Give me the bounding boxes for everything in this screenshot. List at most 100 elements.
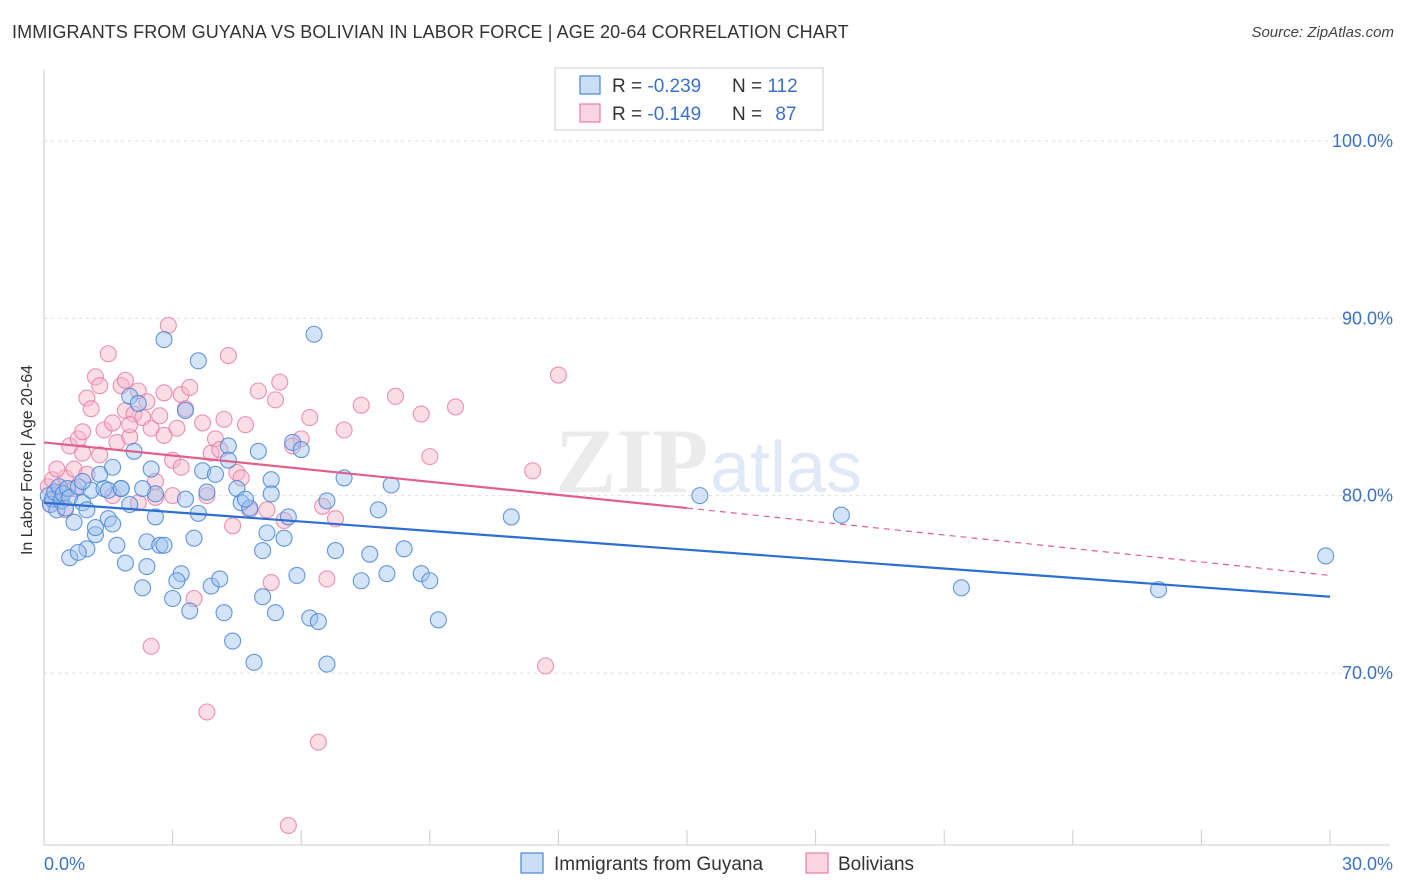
guyana-point-98 [146,508,165,526]
guyana-point-71 [421,572,439,590]
guyana-point-61 [305,325,323,343]
bolivians-point-48 [266,391,285,409]
guyana-point-70 [412,565,430,583]
bolivians-point-40 [219,346,237,365]
guyana-point-76 [952,579,970,597]
trend-line-bolivians [43,441,688,510]
guyana-point-45 [219,437,237,455]
bolivians-point-54 [309,733,327,751]
bolivians-point-63 [524,462,542,480]
x-ticks [43,830,1331,845]
bolivians-point-12 [86,368,104,386]
x-tick-label-start: 0.0% [44,854,85,874]
bolivians-point-45 [249,382,267,400]
legend-r-value-blue: -0.239 [647,76,701,97]
chart-title: IMMIGRANTS FROM GUYANA VS BOLIVIAN IN LA… [12,22,849,42]
guyana-point-77 [1149,581,1168,599]
guyana-point-67 [361,545,379,563]
svg-text:N = 112: N = 112 [732,76,798,97]
bolivians-point-27 [151,407,169,425]
legend-swatch-bolivians [805,852,829,874]
guyana-point-46 [224,632,242,650]
guyana-point-66 [352,572,370,590]
legend-label-guyana: Immigrants from Guyana [554,854,763,875]
guyana-point-38 [189,352,207,370]
guyana-point-91 [262,485,280,503]
legend-r-label-pink: R = [612,104,647,125]
bolivians-point-84 [181,378,199,396]
guyana-point-74 [691,487,709,505]
guyana-point-52 [254,588,272,606]
bolivians-point-65 [549,366,567,384]
guyana-point-85 [155,536,173,554]
bolivians-point-81 [74,423,92,441]
bolivians-point-64 [536,657,555,675]
bolivians-point-43 [236,416,255,434]
guyana-point-40 [198,483,216,501]
bolivians-point-25 [142,419,160,437]
guyana-point-93 [318,492,336,510]
guyana-point-60 [301,609,319,627]
guyana-point-92 [288,566,306,584]
guyana-point-15 [82,481,100,499]
bolivians-point-10 [78,389,96,407]
y-tick-label-70: 70.0% [1342,663,1393,683]
bolivians-point-57 [335,421,353,439]
y-tick-label-100: 100.0% [1332,131,1393,151]
bolivians-point-49 [271,373,289,391]
bolivians-point-80 [232,469,250,487]
guyana-point-44 [215,604,233,622]
legend-swatch-blue [579,75,601,95]
guyana-point-42 [206,465,225,483]
bolivians-point-62 [446,398,465,416]
bolivians-point-15 [99,345,117,363]
bolivians-point-46 [258,501,276,519]
legend-label-bolivians: Bolivians [838,854,914,875]
guyana-point-29 [142,460,160,478]
guyana-point-100 [69,543,87,561]
guyana-point-58 [284,433,302,451]
guyana-point-31 [151,536,169,554]
guyana-point-79 [61,549,79,567]
svg-text:N = 87: N = 87 [732,104,797,125]
trend-line-guyana [43,501,1331,598]
guyana-point-68 [378,565,396,583]
bolivians-point-39 [215,410,233,428]
bolivians-point-82 [116,371,134,389]
guyana-point-14 [78,501,96,519]
bolivians-point-75 [48,460,66,478]
bolivians-point-47 [262,573,280,592]
guyana-point-72 [429,611,447,629]
guyana-point-64 [326,542,345,560]
bolivians-point-51 [279,816,297,835]
guyana-point-57 [279,508,297,526]
legend-n-label-pink: N = [732,104,767,125]
guyana-point-55 [266,604,285,622]
x-tick-label-end: 30.0% [1342,854,1393,874]
guyana-point-62 [309,612,327,631]
guyana-point-69 [395,540,413,558]
guyana-point-35 [176,401,195,420]
legend-n-value-blue: 112 [767,76,797,97]
trend-line-bolivians-extension [686,507,1331,577]
bolivians-point-55 [318,570,336,588]
watermark-atlas: atlas [710,428,862,508]
y-tick-label-90: 90.0% [1342,308,1393,328]
bolivians-point-2 [44,471,62,489]
bolivians-point-61 [421,448,439,466]
legend-r-value-pink: -0.149 [647,104,701,125]
series-guyana [39,325,1335,673]
guyana-point-16 [86,526,104,544]
guyana-point-33 [164,589,182,608]
guyana-point-53 [258,524,276,542]
bolivians-point-60 [412,405,430,423]
guyana-point-24 [121,387,139,405]
guyana-point-28 [138,533,156,551]
guyana-point-49 [241,499,259,517]
stats-legend: R = -0.239 N = 112 R = -0.149 N = 87 [554,67,824,131]
bolivians-point-79 [164,487,182,505]
legend-n-label-blue: N = [732,76,767,97]
bolivians-point-35 [194,414,212,432]
bolivians-point-67 [198,703,216,721]
